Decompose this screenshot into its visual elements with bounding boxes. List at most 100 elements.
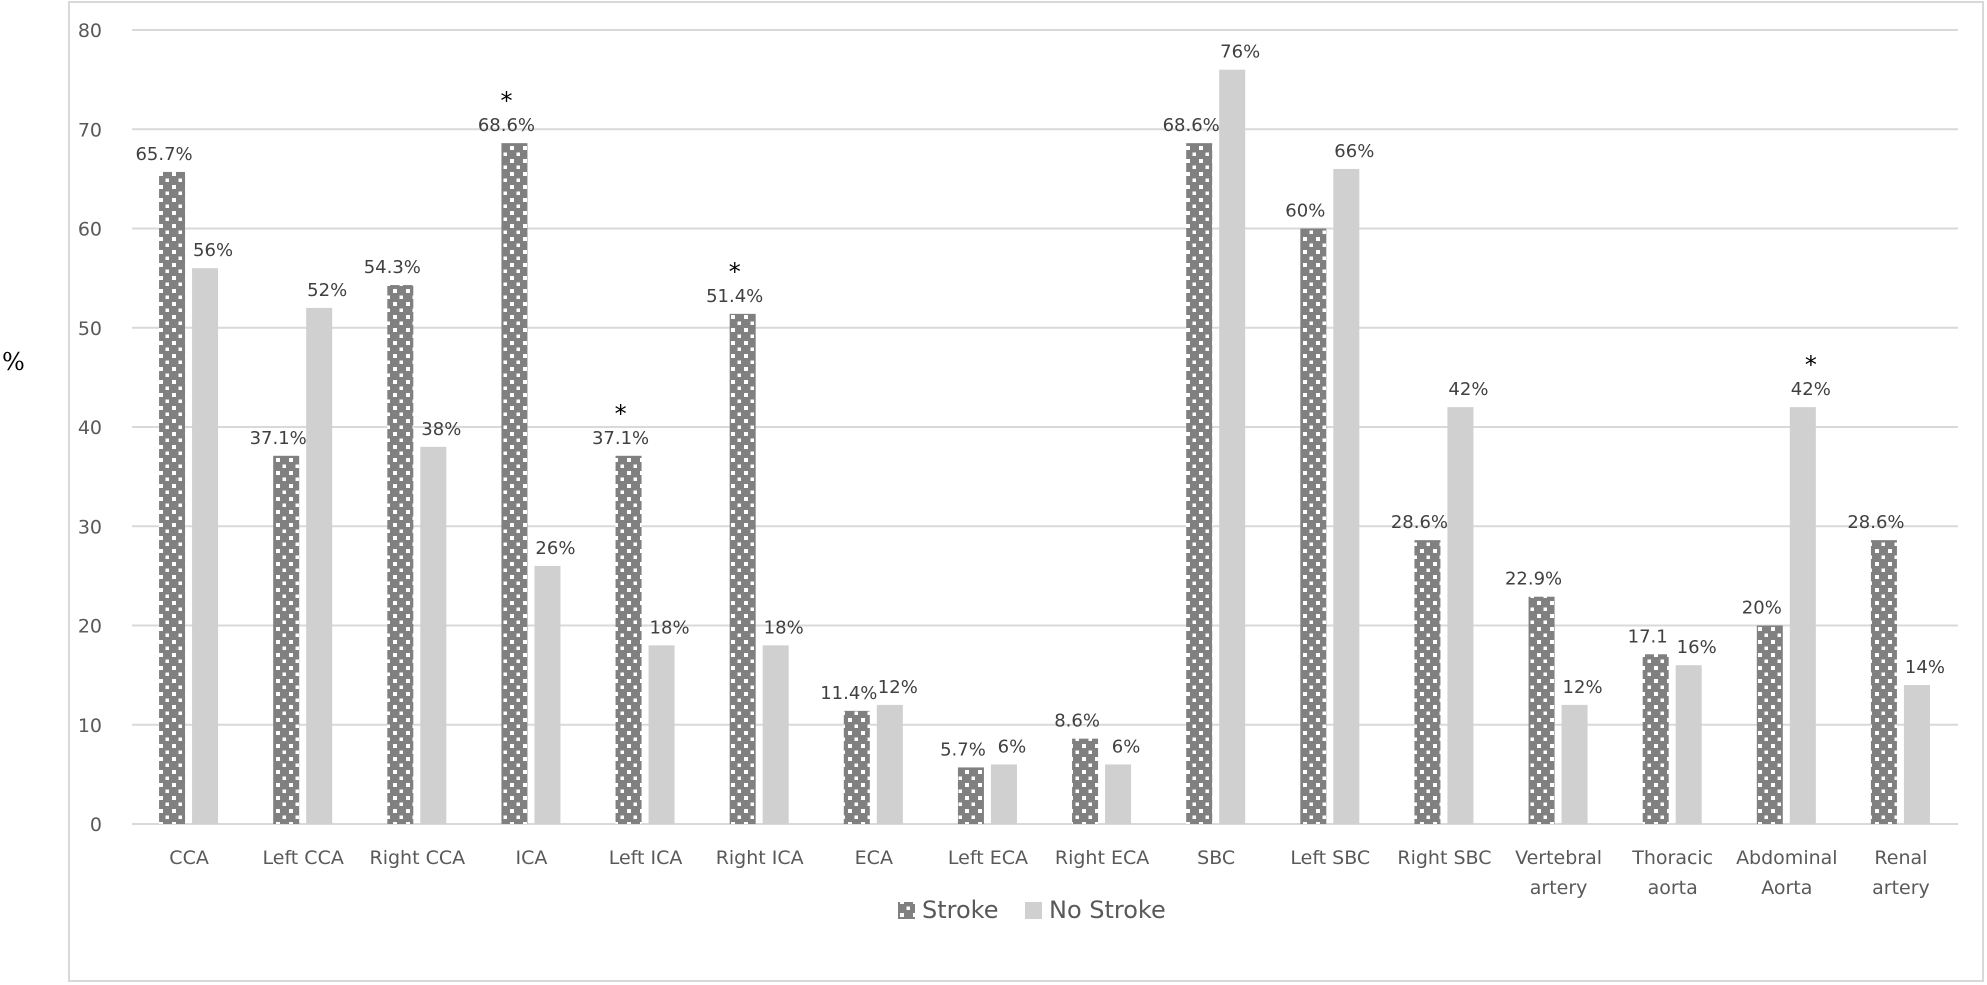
x-tick-label: Aorta [1761, 877, 1812, 899]
x-tick-label: Left CCA [263, 847, 344, 869]
y-tick-label: 30 [78, 516, 102, 538]
bar-no-stroke [192, 268, 219, 824]
bar-no-stroke [1333, 168, 1360, 824]
data-label: 56% [193, 240, 233, 261]
bar-no-stroke [306, 307, 333, 824]
bar-stroke [615, 455, 642, 824]
bar-stroke [1414, 540, 1441, 824]
x-tick-label: artery [1530, 877, 1588, 899]
data-label: 28.6% [1391, 512, 1448, 533]
y-tick-label: 10 [78, 715, 102, 737]
data-label: 65.7% [135, 144, 192, 165]
bar-no-stroke [1219, 69, 1246, 824]
x-tick-label: ICA [516, 847, 548, 869]
bar-stroke [1870, 540, 1897, 824]
x-tick-label: Renal [1874, 847, 1927, 869]
data-label: 28.6% [1847, 512, 1904, 533]
y-axis-label: % [2, 348, 25, 376]
bar-stroke [1186, 143, 1213, 824]
data-label: 14% [1905, 657, 1945, 678]
x-tick-label: Vertebral [1515, 847, 1602, 869]
bar-stroke [387, 285, 414, 824]
data-label: 52% [307, 280, 347, 301]
x-tick-label: artery [1872, 877, 1930, 899]
bar-stroke [1756, 625, 1783, 824]
bar-no-stroke [1675, 665, 1702, 824]
x-tick-label: Thoracic [1631, 847, 1713, 869]
data-label: 68.6% [1163, 115, 1220, 136]
data-label: 42% [1448, 379, 1488, 400]
y-tick-label: 70 [78, 119, 102, 141]
data-label: 54.3% [364, 257, 421, 278]
data-label: 12% [1563, 677, 1603, 698]
y-tick-label: 0 [90, 814, 102, 836]
data-label: 17.1 [1628, 626, 1668, 647]
x-tick-label: aorta [1648, 877, 1698, 899]
x-tick-label: Abdominal [1736, 847, 1838, 869]
bar-stroke [159, 171, 186, 825]
data-label: 12% [878, 677, 918, 698]
data-label: 18% [650, 617, 690, 638]
data-label: 51.4% [706, 286, 763, 307]
bar-no-stroke [1105, 764, 1132, 824]
bar-no-stroke [534, 565, 561, 824]
data-label: 6% [998, 736, 1027, 757]
bar-no-stroke [876, 704, 903, 824]
bar-stroke [501, 143, 528, 824]
chart-frame [68, 1, 1984, 982]
significance-marker: * [1805, 351, 1817, 379]
significance-marker: * [729, 258, 741, 286]
data-label: 8.6% [1054, 711, 1100, 732]
significance-marker: * [615, 400, 627, 428]
significance-marker: * [500, 87, 512, 115]
data-label: 42% [1791, 379, 1831, 400]
bar-no-stroke [1447, 407, 1474, 824]
bar-stroke [1528, 596, 1555, 824]
y-tick-label: 80 [78, 20, 102, 42]
bar-no-stroke [1903, 685, 1930, 824]
x-tick-label: ECA [855, 847, 893, 869]
data-label: 68.6% [478, 115, 535, 136]
data-label: 18% [764, 617, 804, 638]
bar-no-stroke [1789, 407, 1816, 824]
data-label: 38% [421, 419, 461, 440]
data-label: 66% [1334, 141, 1374, 162]
bar-stroke [1072, 738, 1099, 824]
data-label: 26% [535, 538, 575, 559]
y-tick-label: 20 [78, 616, 102, 638]
legend-label-no-stroke: No Stroke [1049, 896, 1166, 924]
data-label: 20% [1742, 598, 1782, 619]
y-tick-label: 40 [78, 417, 102, 439]
data-label: 6% [1112, 736, 1141, 757]
bar-stroke [843, 710, 870, 824]
bar-no-stroke [762, 645, 789, 824]
bar-stroke [1642, 654, 1669, 824]
bar-stroke [957, 767, 984, 824]
data-label: 37.1% [592, 428, 649, 449]
data-label: 37.1% [250, 428, 307, 449]
legend-swatch-no-stroke [1025, 902, 1042, 919]
bar-no-stroke [420, 446, 447, 824]
x-tick-label: Left ICA [609, 847, 683, 869]
x-tick-label: Right CCA [370, 847, 466, 869]
data-label: 11.4% [820, 683, 877, 704]
bar-stroke [729, 313, 756, 824]
legend-label-stroke: Stroke [922, 896, 998, 924]
x-tick-label: Right SBC [1397, 847, 1491, 869]
x-tick-label: Right ECA [1055, 847, 1149, 869]
data-label: 5.7% [940, 739, 986, 760]
data-label: 22.9% [1505, 569, 1562, 590]
data-label: 16% [1677, 637, 1717, 658]
x-tick-label: CCA [169, 847, 209, 869]
bar-stroke [273, 455, 300, 824]
y-tick-label: 50 [78, 318, 102, 340]
legend-swatch-stroke [898, 902, 915, 919]
y-tick-label: 60 [78, 219, 102, 241]
data-label: 60% [1285, 201, 1325, 222]
x-tick-label: Right ICA [716, 847, 804, 869]
x-tick-label: Left ECA [948, 847, 1028, 869]
bar-stroke [1300, 228, 1327, 824]
bar-no-stroke [648, 645, 675, 824]
bar-no-stroke [990, 764, 1017, 824]
